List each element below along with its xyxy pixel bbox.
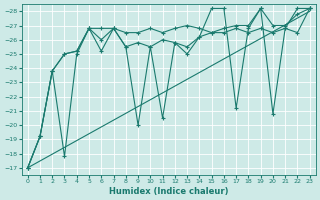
X-axis label: Humidex (Indice chaleur): Humidex (Indice chaleur) <box>109 187 228 196</box>
